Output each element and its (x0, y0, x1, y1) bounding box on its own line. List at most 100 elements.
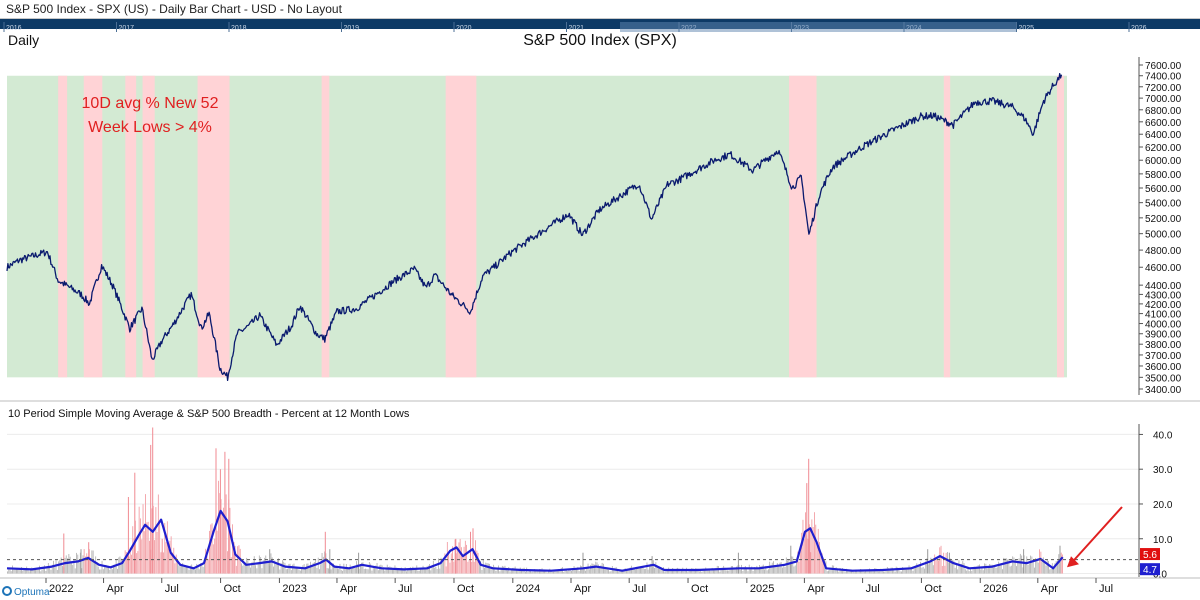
breadth-bar (776, 563, 778, 574)
breadth-bar (114, 564, 116, 574)
breadth-bar (37, 569, 39, 574)
breadth-bar (532, 571, 534, 574)
breadth-spike-26 (809, 528, 811, 574)
breadth-bar (455, 553, 457, 574)
breadth-bar (1019, 553, 1021, 574)
breadth-bar (966, 570, 968, 574)
breadth-bar (87, 556, 89, 574)
breadth-bar (636, 568, 638, 574)
breadth-bar (801, 532, 803, 574)
breadth-bar (42, 566, 44, 574)
breadth-bar (105, 564, 107, 574)
breadth-bar (340, 570, 342, 574)
breadth-bar (848, 571, 850, 574)
x-tick-label-14: Jul (866, 583, 880, 595)
breadth-bar (317, 557, 319, 574)
breadth-bar (1025, 562, 1026, 574)
breadth-bar (113, 564, 114, 574)
breadth-bar (828, 570, 829, 574)
breadth-bar (335, 566, 337, 574)
breadth-bar (361, 562, 363, 574)
breadth-bar (761, 565, 763, 574)
breadth-bar (755, 568, 757, 574)
breadth-bar (69, 556, 71, 574)
x-tick-label-3: Oct (224, 583, 241, 595)
breadth-bar (954, 567, 956, 574)
breadth-bar (1041, 561, 1043, 574)
breadth-bar (774, 565, 776, 574)
breadth-bar (760, 566, 762, 574)
breadth-bar (812, 527, 814, 574)
breadth-bar (175, 554, 177, 574)
breadth-bar (298, 569, 300, 574)
breadth-bar (894, 571, 896, 574)
annotation-line-2: Week Lows > 4% (88, 119, 212, 136)
price-tick-label-14: 5200.00 (1145, 214, 1182, 225)
breadth-bar (608, 569, 609, 574)
breadth-bar (41, 569, 43, 574)
breadth-bar (310, 561, 311, 574)
breadth-bar (1000, 564, 1002, 574)
breadth-bar (921, 567, 923, 574)
breadth-bar (927, 564, 929, 574)
breadth-bar (261, 568, 263, 574)
x-tick-label-12: 2025 (750, 583, 774, 595)
breadth-bar (704, 568, 705, 574)
breadth-bar (339, 563, 341, 574)
breadth-bar (476, 550, 478, 574)
breadth-bar (1013, 557, 1015, 574)
breadth-bar (628, 570, 630, 574)
breadth-bar (1026, 556, 1028, 574)
chart-area[interactable]: Daily S&P 500 Index (SPX) 10D avg % New … (0, 29, 1200, 600)
breadth-bar (563, 571, 565, 574)
indicator-tick-label-1: 10.0 (1153, 535, 1173, 546)
indicator-tick-label-3: 30.0 (1153, 465, 1173, 476)
breadth-spike-4 (134, 472, 136, 574)
breadth-bar (434, 567, 436, 574)
highlight-period-0 (58, 75, 68, 378)
breadth-bar (83, 549, 85, 574)
breadth-bar (330, 569, 332, 574)
x-tick-label-2: Jul (165, 583, 179, 595)
breadth-bar (88, 549, 90, 574)
breadth-bar (512, 567, 514, 574)
breadth-bar (49, 566, 51, 574)
breadth-bar (389, 566, 391, 574)
breadth-bar (756, 565, 758, 574)
breadth-bar (322, 556, 324, 574)
breadth-bar (192, 567, 194, 574)
breadth-bar (58, 561, 60, 574)
breadth-bar (571, 571, 572, 574)
breadth-bar (559, 569, 561, 574)
breadth-bar (248, 564, 250, 574)
date-navigator[interactable]: 2016201720182019202020212022202320242025… (0, 19, 1200, 32)
breadth-bar (204, 561, 205, 574)
breadth-bar (903, 569, 905, 574)
breadth-bar (134, 520, 136, 574)
breadth-bar (627, 569, 629, 574)
breadth-bar (459, 538, 461, 574)
breadth-bar (289, 563, 291, 574)
breadth-bar (752, 571, 754, 574)
indicator-tick-label-0: 0.0 (1153, 570, 1167, 581)
breadth-bar (747, 571, 749, 574)
breadth-bar (467, 561, 469, 574)
breadth-bar (1040, 551, 1042, 574)
price-tick-label-10: 4400.00 (1145, 281, 1182, 292)
breadth-bar (406, 571, 407, 574)
x-tick-label-0: 2022 (49, 583, 73, 595)
price-tick-label-5: 3900.00 (1145, 330, 1182, 341)
breadth-bar (764, 569, 765, 574)
breadth-bar (574, 569, 576, 574)
breadth-bar (430, 570, 432, 574)
breadth-bar (505, 567, 507, 574)
breadth-bar (794, 565, 796, 574)
breadth-bar (944, 565, 946, 574)
price-tick-label-20: 6400.00 (1145, 130, 1182, 141)
breadth-bar (117, 568, 118, 574)
breadth-bar (963, 563, 965, 574)
breadth-spike-20 (582, 552, 584, 574)
breadth-bar (110, 567, 112, 574)
breadth-bar (282, 560, 283, 574)
breadth-bar (736, 566, 737, 574)
